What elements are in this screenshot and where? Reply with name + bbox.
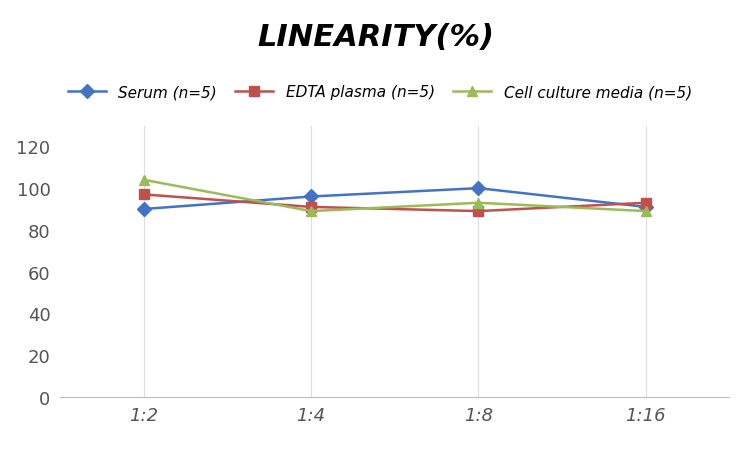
Serum (n=5) [139, 207, 148, 212]
Cell culture media (n=5) [474, 201, 483, 206]
EDTA plasma (n=5) [474, 209, 483, 214]
Text: LINEARITY(%): LINEARITY(%) [257, 23, 495, 51]
EDTA plasma (n=5) [641, 201, 650, 206]
Line: EDTA plasma (n=5): EDTA plasma (n=5) [139, 190, 650, 216]
Cell culture media (n=5) [641, 209, 650, 214]
Serum (n=5) [474, 186, 483, 191]
Cell culture media (n=5) [307, 209, 316, 214]
Cell culture media (n=5) [139, 178, 148, 183]
EDTA plasma (n=5) [139, 192, 148, 198]
EDTA plasma (n=5) [307, 205, 316, 210]
Line: Serum (n=5): Serum (n=5) [139, 184, 650, 214]
Serum (n=5) [641, 205, 650, 210]
Serum (n=5) [307, 194, 316, 200]
Legend: Serum (n=5), EDTA plasma (n=5), Cell culture media (n=5): Serum (n=5), EDTA plasma (n=5), Cell cul… [68, 85, 692, 100]
Line: Cell culture media (n=5): Cell culture media (n=5) [139, 175, 650, 216]
